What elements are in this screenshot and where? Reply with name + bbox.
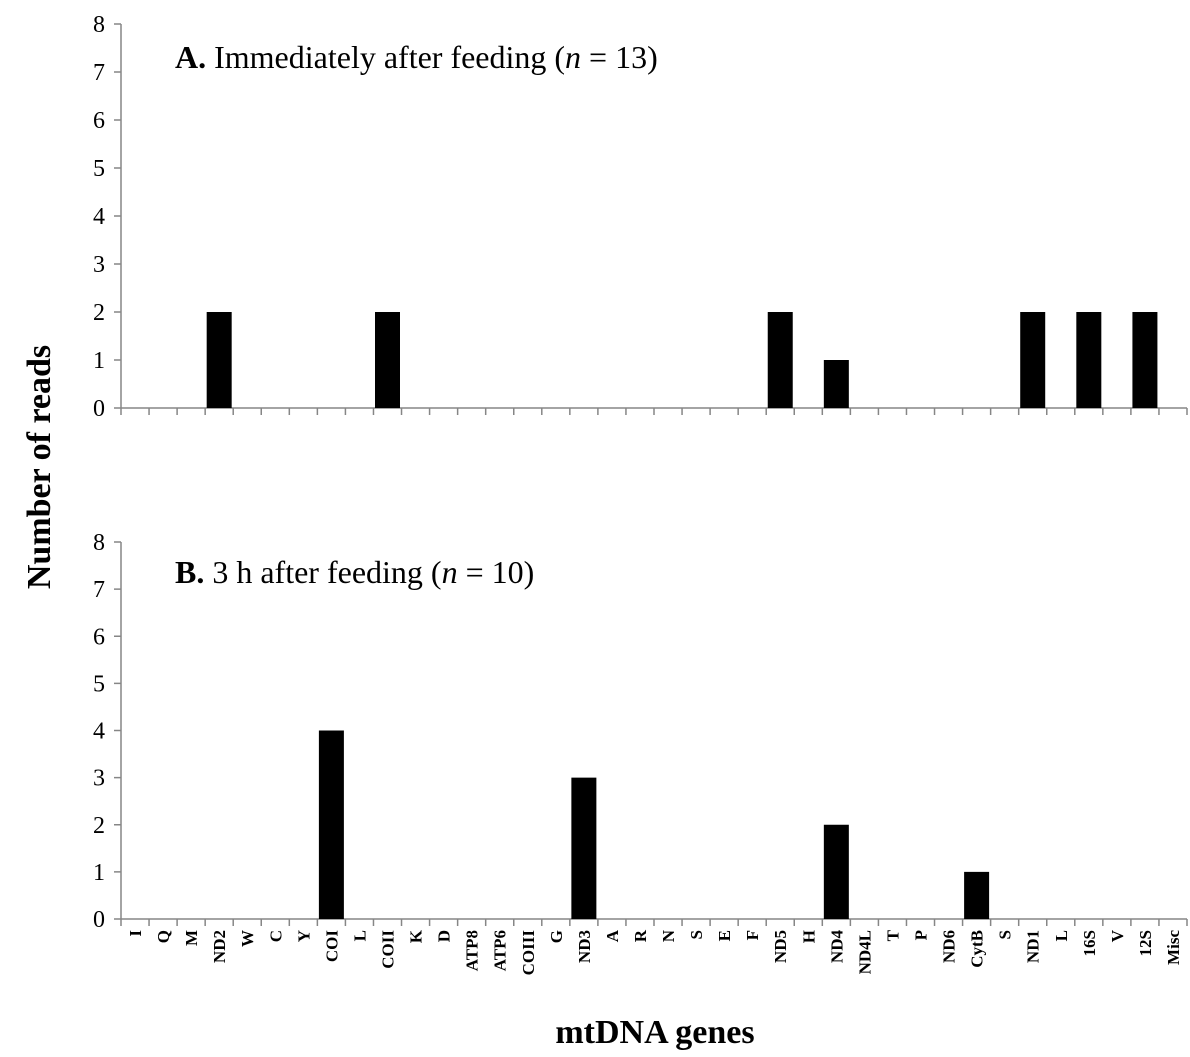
panel-letter: A. bbox=[175, 39, 214, 75]
x-tick-label: D bbox=[435, 930, 454, 942]
bar-nd3 bbox=[571, 777, 597, 920]
y-axis-title: Number of reads bbox=[21, 345, 58, 589]
x-tick-label: M bbox=[182, 930, 201, 946]
x-tick-label: L bbox=[350, 930, 369, 941]
y-tick-label: 0 bbox=[93, 907, 105, 933]
bar-cytb bbox=[964, 871, 990, 920]
y-tick-label: 5 bbox=[93, 671, 105, 697]
y-tick-label: 6 bbox=[93, 624, 105, 650]
y-tick-label: 1 bbox=[93, 860, 105, 886]
x-tick-label: ND5 bbox=[771, 930, 790, 963]
x-tick-label: ND1 bbox=[1024, 930, 1043, 963]
x-tick-label: K bbox=[407, 929, 426, 943]
y-tick-label: 1 bbox=[93, 348, 105, 374]
bar-nd5 bbox=[767, 312, 793, 408]
x-tick-label: 12S bbox=[1136, 930, 1155, 956]
bar-16s bbox=[1076, 312, 1102, 408]
x-tick-label: N bbox=[659, 929, 678, 942]
y-tick-label: 3 bbox=[93, 252, 105, 278]
panel-title-n: n bbox=[565, 39, 581, 75]
x-tick-label: G bbox=[547, 930, 566, 943]
bar-nd1 bbox=[1020, 312, 1046, 408]
x-tick-label: A bbox=[603, 929, 622, 942]
y-tick-label: 2 bbox=[93, 813, 105, 839]
y-tick-label: 8 bbox=[93, 530, 105, 556]
x-tick-label: ND4 bbox=[827, 930, 846, 964]
y-tick-label: 7 bbox=[93, 577, 105, 603]
x-tick-label: CytB bbox=[968, 930, 987, 968]
bar-coi bbox=[318, 730, 344, 919]
y-tick-label: 0 bbox=[93, 396, 105, 422]
x-tick-label: S bbox=[996, 930, 1015, 939]
x-axis-title: mtDNA genes bbox=[555, 1014, 754, 1051]
x-tick-label: P bbox=[912, 930, 931, 940]
y-tick-label: 5 bbox=[93, 156, 105, 182]
x-tick-label: H bbox=[799, 930, 818, 943]
x-tick-label: S bbox=[687, 930, 706, 939]
x-tick-label: I bbox=[126, 930, 145, 937]
panel-letter: B. bbox=[175, 554, 212, 590]
x-tick-label: Misc bbox=[1164, 930, 1183, 965]
x-tick-label: E bbox=[715, 930, 734, 941]
panel-title-main: 3 h after feeding ( bbox=[212, 554, 441, 590]
panel-title-end: = 10) bbox=[458, 554, 535, 590]
bar-nd4 bbox=[823, 360, 849, 408]
x-tick-label: ND3 bbox=[575, 930, 594, 963]
panel-title-end: = 13) bbox=[581, 39, 658, 75]
y-tick-label: 2 bbox=[93, 300, 105, 326]
x-tick-label: 16S bbox=[1080, 930, 1099, 956]
x-tick-label: ND6 bbox=[940, 930, 959, 963]
y-tick-label: 4 bbox=[93, 719, 105, 745]
x-tick-label: V bbox=[1108, 929, 1127, 942]
bar-nd2 bbox=[206, 312, 232, 408]
y-tick-label: 4 bbox=[93, 204, 105, 230]
x-tick-label: Y bbox=[294, 930, 313, 942]
bar-12s bbox=[1132, 312, 1158, 408]
x-tick-label: ND2 bbox=[210, 930, 229, 963]
y-tick-label: 3 bbox=[93, 766, 105, 792]
x-tick-label: ATP8 bbox=[463, 930, 482, 971]
y-tick-label: 8 bbox=[93, 12, 105, 38]
y-tick-label: 7 bbox=[93, 60, 105, 86]
x-tick-label: COIII bbox=[519, 930, 538, 976]
panel-a: 0 1 2 3 4 5 6 7 8 A. Immediately after feeding (n… bbox=[93, 12, 1188, 422]
x-tick-label: ATP6 bbox=[491, 930, 510, 971]
bar-nd4 bbox=[823, 824, 849, 919]
panel-title-a: A. Immediately after feeding (n = 13) bbox=[175, 39, 658, 75]
category-labels: I Q M ND2 W C Y COI L COII K D ATP8 ATP6 COIII G ND3 A R N S… bbox=[126, 929, 1183, 975]
x-tick-label: COII bbox=[379, 930, 398, 969]
x-tick-label: Q bbox=[154, 930, 173, 943]
y-tick-label: 6 bbox=[93, 108, 105, 134]
x-tick-label: COI bbox=[322, 930, 341, 963]
x-tick-label: T bbox=[883, 929, 902, 941]
x-tick-label: C bbox=[266, 930, 285, 942]
panel-title-n: n bbox=[442, 554, 458, 590]
x-tick-label: W bbox=[238, 930, 257, 947]
panel-title-main: Immediately after feeding ( bbox=[214, 39, 565, 75]
bar-coii bbox=[375, 312, 400, 408]
x-tick-label: F bbox=[743, 930, 762, 940]
x-tick-label: L bbox=[1052, 930, 1071, 941]
panel-b: 0 1 2 3 4 5 6 7 8 B. 3 h after feeding (n = 10) bbox=[93, 530, 1188, 933]
x-tick-label: ND4L bbox=[855, 930, 874, 974]
panel-title-b: B. 3 h after feeding (n = 10) bbox=[175, 554, 534, 590]
x-tick-label: R bbox=[631, 929, 650, 942]
